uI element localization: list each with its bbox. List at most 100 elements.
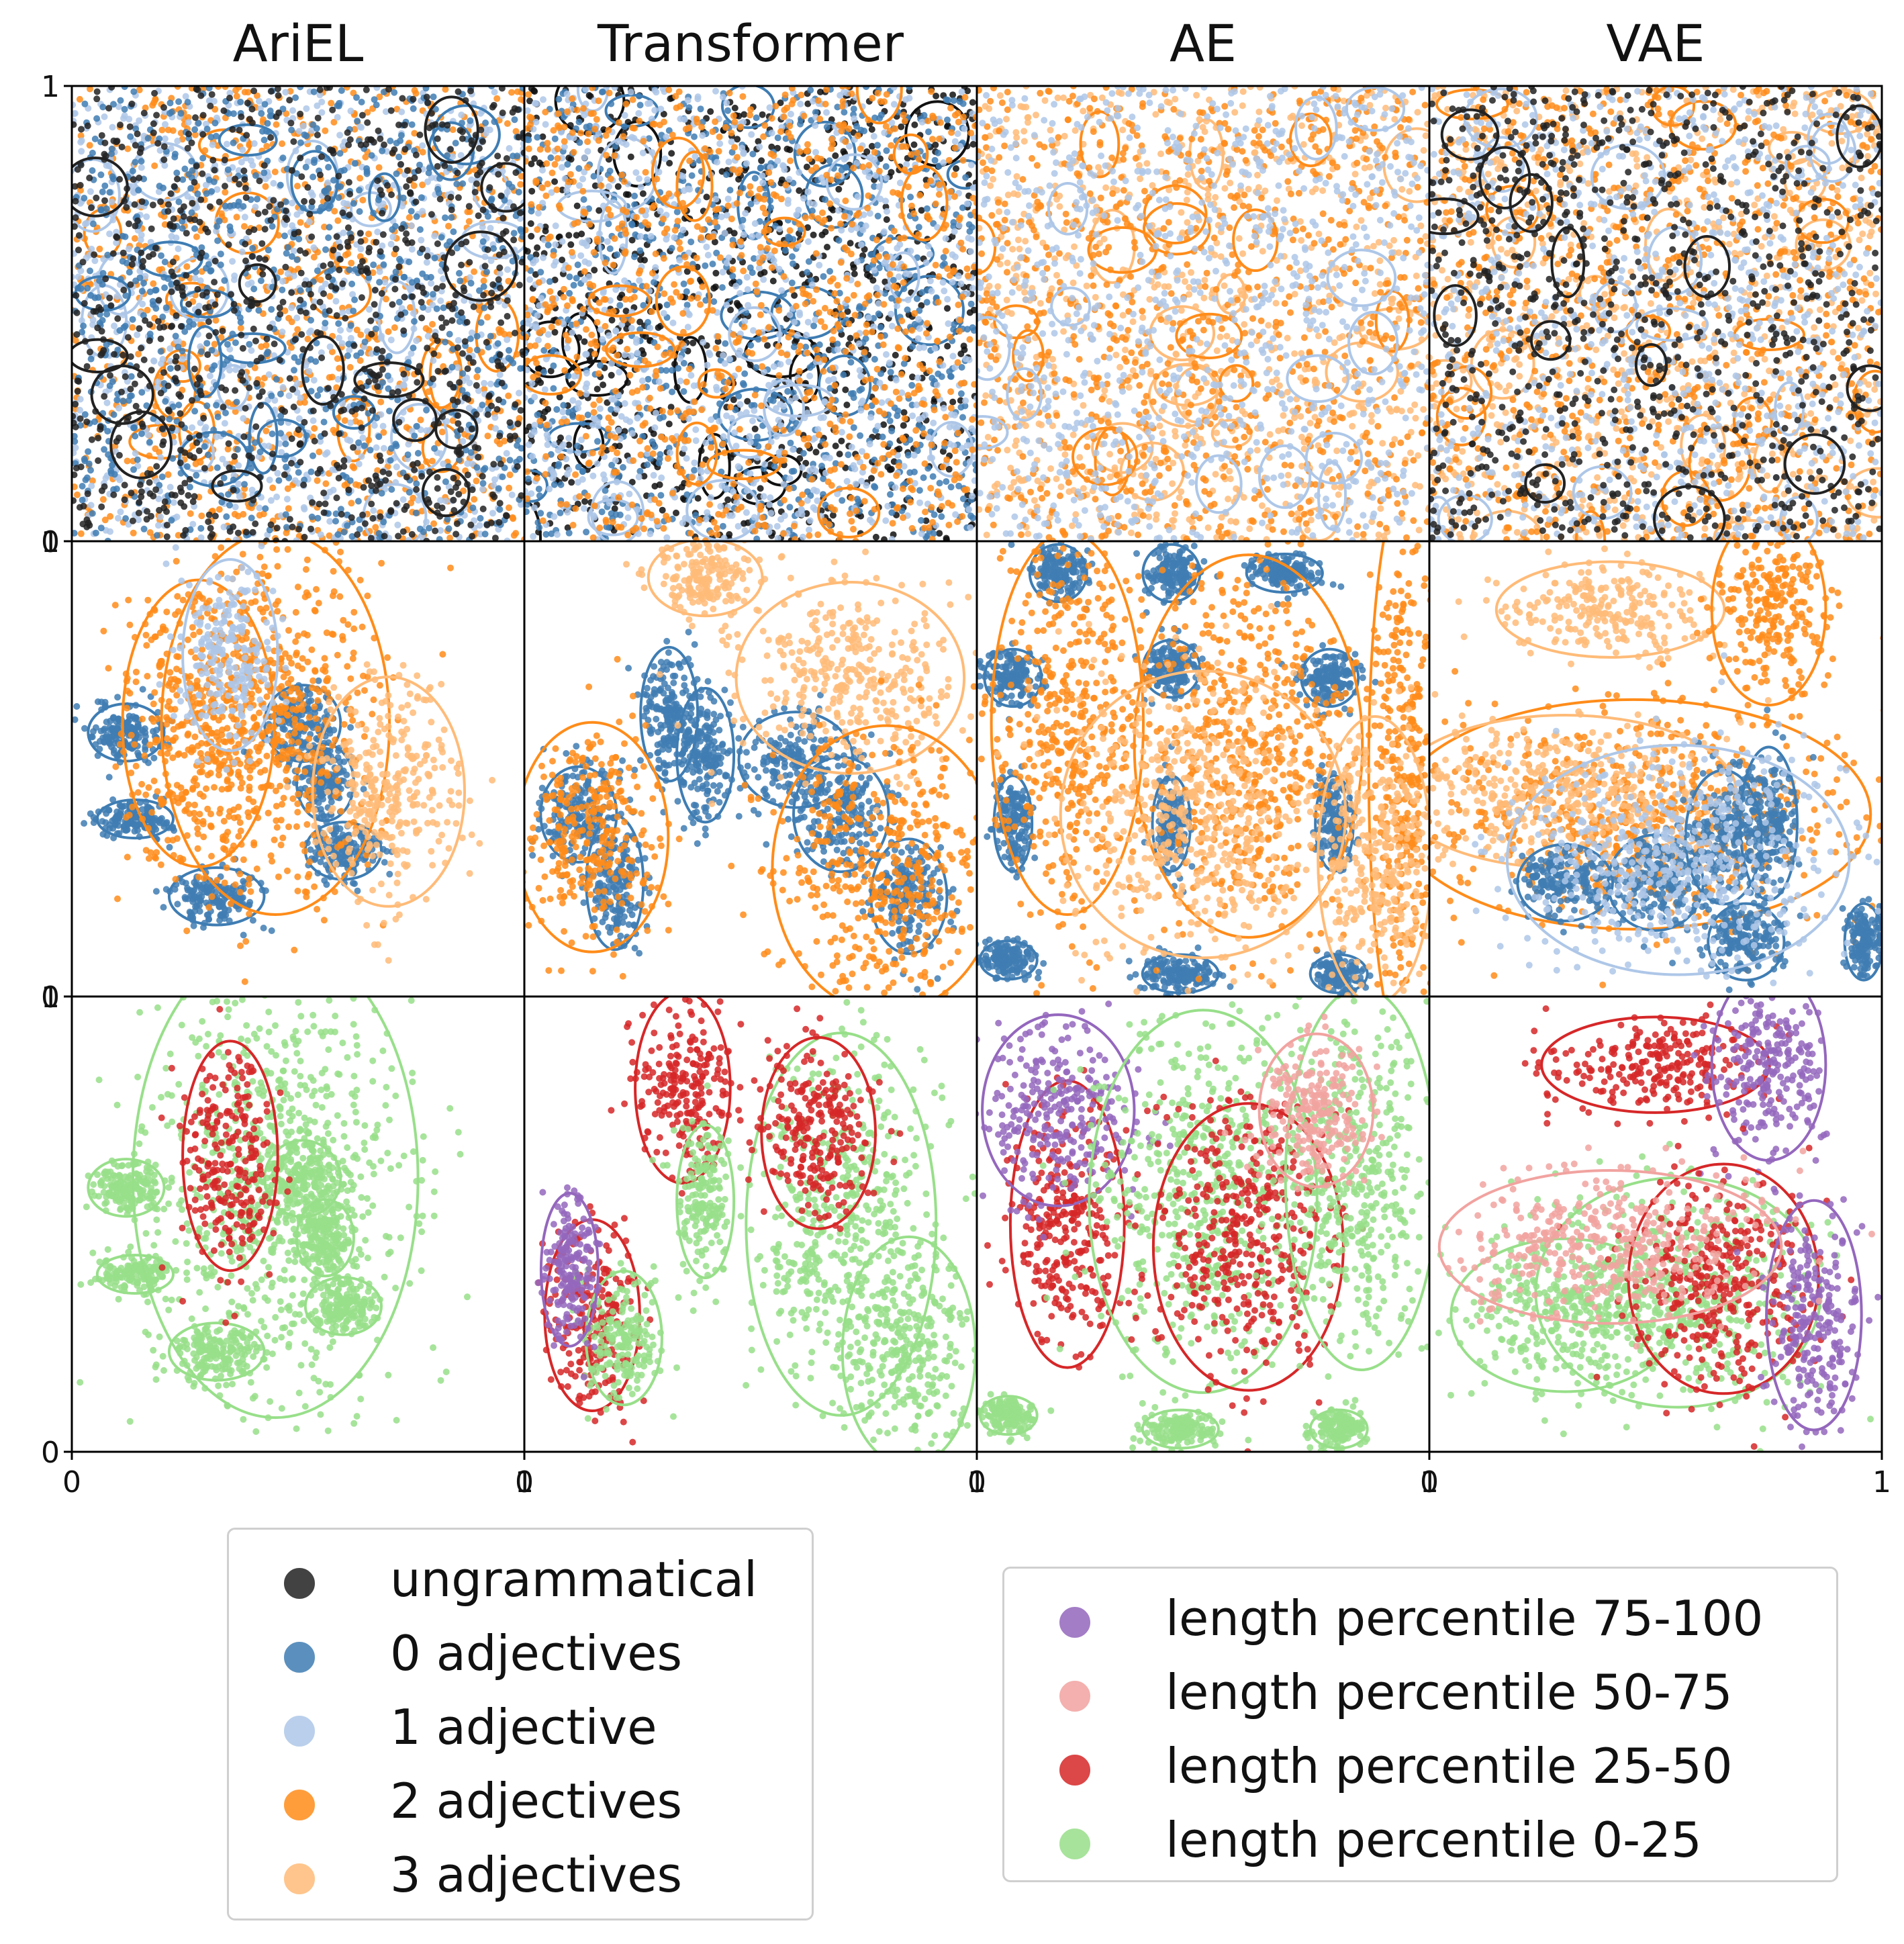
data-point (138, 493, 145, 500)
data-point (898, 123, 905, 130)
data-point (651, 279, 657, 286)
data-point (232, 339, 239, 346)
data-point (449, 153, 457, 160)
data-point (442, 86, 449, 93)
data-point (541, 408, 549, 416)
data-point (226, 528, 234, 535)
data-point (440, 460, 447, 467)
data-point (477, 514, 484, 522)
contour-line (72, 156, 129, 218)
data-point (487, 519, 495, 526)
data-point (463, 238, 470, 246)
data-point (225, 110, 232, 117)
data-point (262, 183, 269, 190)
data-point (322, 246, 329, 253)
data-point (936, 530, 943, 537)
data-point (284, 270, 291, 277)
data-point (139, 263, 146, 271)
data-point (276, 357, 283, 364)
data-point (309, 192, 316, 199)
data-point (199, 170, 206, 177)
data-point (450, 299, 457, 307)
data-point (470, 303, 477, 310)
data-point (358, 424, 365, 431)
data-point (204, 351, 211, 359)
data-point (377, 187, 384, 194)
data-point (307, 316, 314, 324)
data-point (408, 350, 415, 357)
data-point (104, 251, 111, 259)
data-point (226, 223, 234, 230)
data-point (389, 226, 396, 233)
data-point (305, 368, 313, 375)
points (524, 86, 977, 541)
data-point (130, 88, 138, 95)
data-point (448, 317, 456, 324)
data-point (375, 164, 383, 171)
data-point (277, 390, 284, 398)
data-point (359, 197, 367, 203)
data-point (473, 373, 481, 381)
data-point (93, 88, 101, 95)
data-point (359, 111, 366, 119)
data-point (158, 126, 166, 134)
data-point (247, 157, 254, 165)
data-point (490, 461, 497, 468)
data-point (338, 510, 345, 518)
data-point (301, 197, 308, 205)
data-point (115, 452, 123, 459)
data-point (568, 479, 575, 486)
data-point (493, 95, 501, 102)
data-point (74, 387, 81, 395)
data-point (458, 111, 465, 119)
data-point (824, 244, 830, 250)
data-point (198, 512, 205, 520)
data-point (379, 242, 386, 250)
data-point (274, 205, 281, 213)
data-point (279, 383, 287, 391)
data-point (377, 135, 384, 142)
data-point (334, 375, 342, 383)
data-point (146, 529, 154, 536)
data-point (87, 291, 95, 299)
data-point (317, 438, 324, 445)
data-point (877, 324, 884, 331)
data-point (344, 522, 351, 529)
data-point (447, 193, 455, 201)
data-point (318, 354, 326, 361)
data-point (506, 484, 513, 492)
data-point (113, 138, 121, 144)
data-point (512, 169, 520, 177)
data-point (189, 199, 196, 207)
data-point (295, 236, 303, 242)
data-point (230, 110, 237, 118)
data-point (559, 257, 566, 264)
column-title-ae: AE (977, 13, 1429, 73)
data-point (378, 490, 385, 497)
data-point (710, 298, 718, 306)
data-point (211, 162, 219, 169)
data-point (363, 267, 370, 274)
data-point (285, 505, 292, 512)
data-point (207, 533, 214, 541)
data-point (375, 127, 382, 134)
data-point (101, 446, 108, 453)
data-point (528, 187, 536, 195)
data-point (163, 533, 171, 541)
data-point (248, 105, 256, 113)
data-point (203, 340, 211, 347)
data-point (348, 234, 355, 241)
data-point (168, 232, 175, 240)
data-point (325, 164, 332, 171)
data-point (847, 334, 854, 342)
data-point (310, 377, 318, 384)
data-point (449, 417, 457, 424)
data-point (316, 171, 324, 179)
data-point (429, 320, 436, 328)
data-point (213, 291, 221, 298)
data-point (479, 473, 486, 480)
data-point (128, 100, 136, 107)
data-point (605, 220, 612, 228)
data-point (214, 237, 222, 244)
data-point (316, 500, 323, 508)
